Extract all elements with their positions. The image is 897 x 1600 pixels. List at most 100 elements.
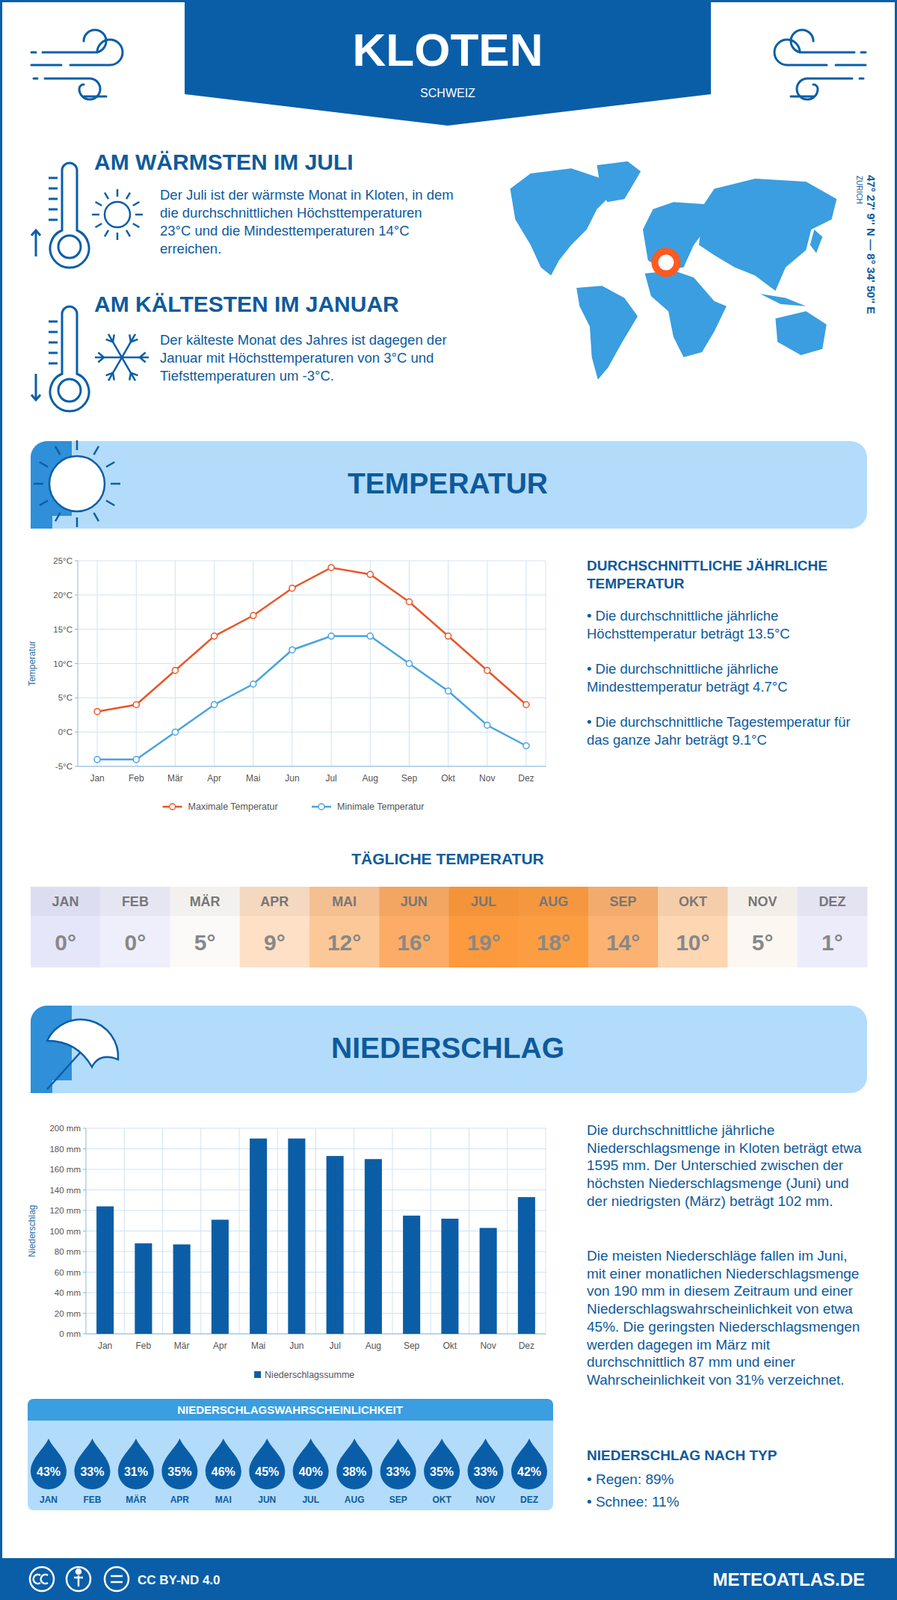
umbrella-icon [47, 1019, 119, 1090]
banner-corner [30, 1005, 72, 1093]
bullet: • Die durchschnittliche Tagestemperatur … [586, 713, 868, 749]
grid-line [85, 1148, 546, 1149]
month-label: AUG [344, 1494, 365, 1505]
decoration [48, 341, 58, 344]
marker [445, 633, 452, 640]
tick-label: 5°C [58, 692, 73, 702]
axis-line [77, 766, 546, 767]
grid-line [77, 628, 546, 630]
tick-label: 20 mm [54, 1308, 81, 1318]
snow-icon [94, 334, 149, 381]
table-value: 0° [124, 929, 147, 955]
marker [328, 564, 335, 571]
tick-label: Nov [479, 772, 495, 784]
table-header: JUL [470, 894, 497, 909]
month-label: MAI [215, 1494, 232, 1505]
section-banner [30, 441, 868, 529]
legend-label: Niederschlagssumme [264, 1369, 355, 1380]
continent [597, 161, 642, 203]
table-header: SEP [609, 894, 637, 909]
frame [1, 1, 897, 1599]
table-header: FEB [121, 894, 149, 909]
decoration [47, 1051, 81, 1090]
decoration [129, 373, 131, 381]
decoration [108, 334, 122, 358]
table-cell [100, 886, 171, 968]
marker [171, 728, 178, 735]
probability-value: 33% [79, 1465, 104, 1478]
marker [289, 646, 296, 653]
month-label: OKT [432, 1494, 452, 1505]
banner-corner [52, 515, 98, 529]
decoration [116, 232, 119, 240]
table-cell [657, 886, 729, 968]
decoration [49, 455, 105, 512]
decoration [116, 189, 119, 197]
bar [96, 1206, 114, 1335]
tick-label: Dez [518, 772, 534, 784]
tick-label: 60 mm [54, 1267, 81, 1277]
decoration [39, 500, 48, 507]
table-header-cell [378, 886, 450, 916]
marker [211, 633, 218, 640]
section-title: TEMPERATUR [347, 467, 548, 500]
table-cell [30, 886, 101, 968]
tick-label: Mär [167, 772, 184, 784]
tick-label: 25°C [53, 556, 73, 566]
marker [328, 633, 335, 640]
decoration [58, 235, 81, 258]
decoration [106, 500, 115, 507]
marker [367, 571, 374, 578]
marker [523, 701, 530, 708]
table-cell [728, 886, 799, 968]
axis-line [77, 560, 79, 767]
marker [523, 743, 530, 749]
continent [760, 293, 806, 306]
license: CC BY-ND 4.0 [137, 1572, 221, 1587]
month-label: APR [170, 1494, 190, 1505]
plot [94, 564, 530, 763]
bullet: • Die durchschnittliche jährliche Höchst… [586, 606, 868, 643]
section-title: NIEDERSCHLAG [331, 1031, 565, 1064]
header-banner [184, 0, 711, 126]
tick [82, 1292, 86, 1294]
decoration [29, 1566, 54, 1591]
decoration [110, 1575, 123, 1582]
table-header: OKT [678, 894, 708, 909]
wind-line [83, 95, 107, 98]
decoration [104, 230, 109, 237]
marker [484, 722, 491, 729]
wind-line [859, 77, 864, 80]
drop [336, 1438, 373, 1490]
decoration [94, 446, 100, 455]
decoration [48, 198, 58, 201]
tick [82, 1333, 86, 1335]
decoration [104, 201, 131, 228]
wind-line [33, 77, 38, 80]
table-header-cell [657, 886, 729, 916]
wind-line [31, 51, 36, 54]
grid-line [85, 1312, 546, 1314]
continent [698, 178, 837, 291]
table-header: JAN [52, 894, 80, 909]
decoration [112, 373, 115, 381]
wind-icon [774, 29, 866, 100]
probability-value: 35% [167, 1465, 192, 1478]
decoration [104, 192, 109, 200]
sun-icon [91, 189, 143, 240]
tick-label: 10°C [53, 659, 73, 669]
tick-label: 140 mm [49, 1185, 81, 1195]
tick-label: Aug [362, 772, 379, 784]
decoration [48, 320, 58, 323]
tick-label: Mai [245, 772, 261, 784]
decoration [95, 223, 103, 228]
grid-line [85, 1210, 546, 1211]
paragraph: Der kälteste Monat des Jahres ist dagege… [159, 331, 456, 385]
axis-title: Niederschlag [26, 1204, 38, 1257]
decoration [94, 512, 100, 522]
tick-label: Apr [207, 772, 222, 784]
table-header-cell [309, 886, 380, 916]
bar [211, 1219, 229, 1334]
heading: TÄGLICHE TEMPERATUR [351, 849, 544, 868]
tick [74, 697, 78, 699]
